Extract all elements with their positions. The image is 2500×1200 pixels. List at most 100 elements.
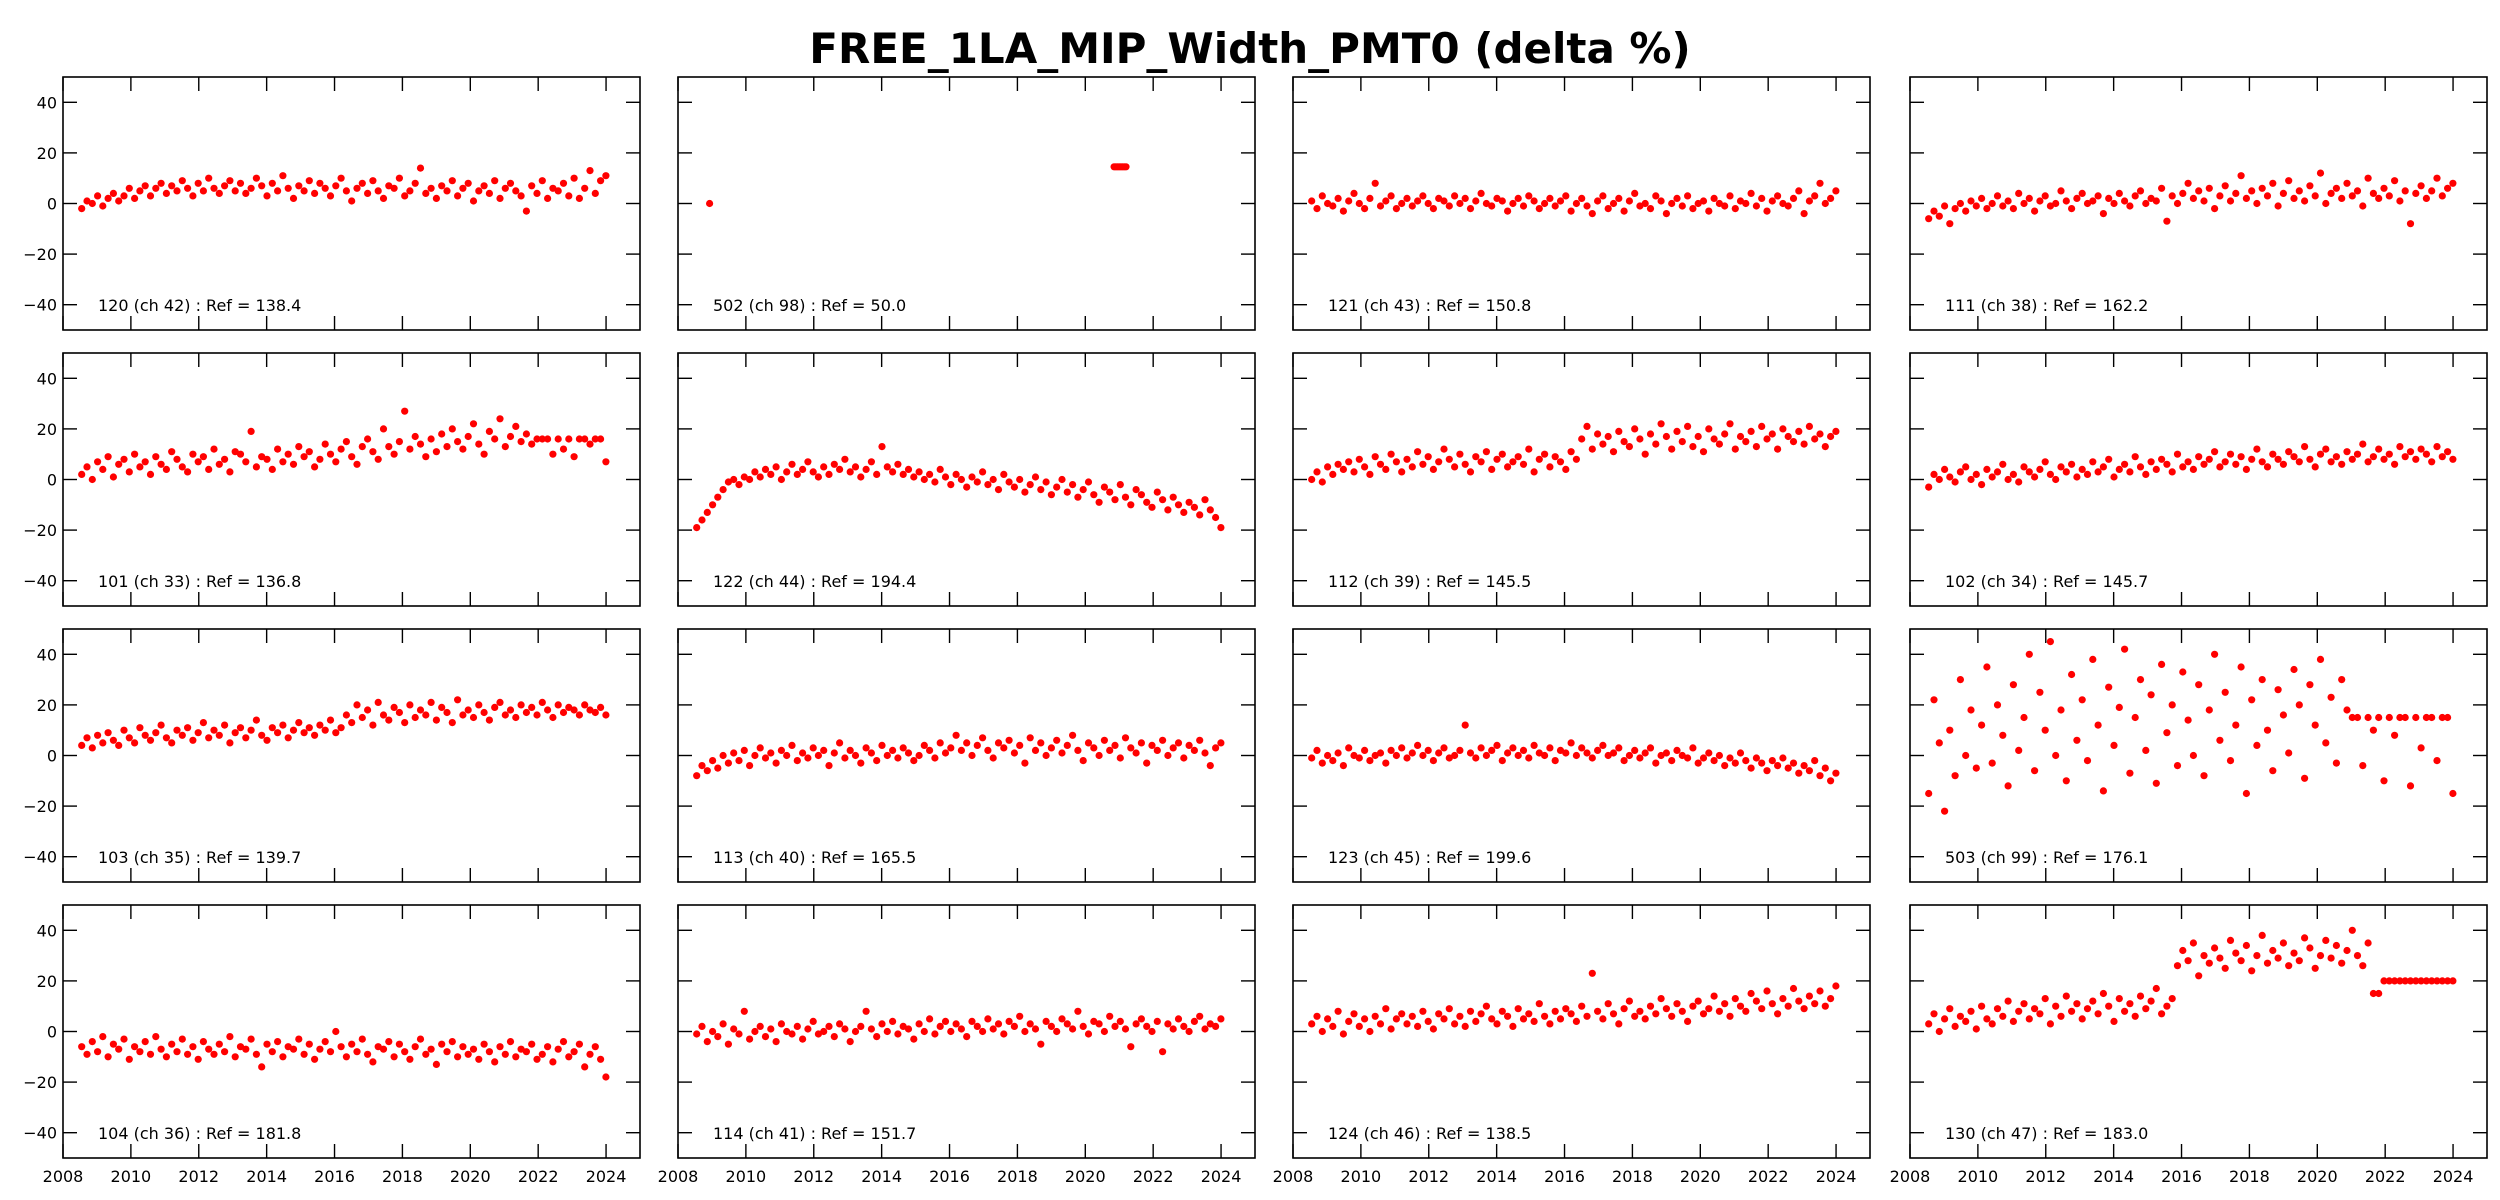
data-point: [411, 713, 419, 722]
data-point: [1329, 1022, 1337, 1030]
data-point: [316, 179, 324, 187]
data-point: [1956, 676, 1964, 684]
data-point: [1106, 1012, 1114, 1020]
data-point: [1925, 215, 1933, 223]
data-point: [602, 172, 610, 180]
data-point: [1132, 486, 1140, 494]
data-point: [1084, 1030, 1093, 1038]
data-point: [1016, 475, 1024, 484]
data-point: [247, 726, 255, 734]
data-point: [1789, 984, 1798, 993]
data-point: [2163, 217, 2171, 225]
data-point: [2136, 676, 2145, 684]
data-point: [184, 184, 192, 192]
data-point: [2078, 465, 2086, 473]
data-point: [459, 711, 467, 719]
data-point: [1329, 202, 1337, 210]
data-point: [1726, 192, 1734, 200]
data-point: [274, 187, 282, 195]
data-point: [1625, 751, 1633, 760]
data-point: [788, 741, 796, 750]
data-point: [1930, 207, 1938, 215]
data-point: [1398, 1010, 1406, 1018]
data-point: [1180, 1022, 1188, 1030]
data-point: [570, 453, 578, 461]
data-point: [268, 179, 276, 187]
data-point: [1037, 739, 1045, 747]
data-point: [178, 1035, 186, 1043]
x-tick-label: 2016: [2161, 1167, 2202, 1186]
data-point: [2311, 721, 2319, 729]
data-point: [1217, 524, 1225, 532]
data-point: [2089, 655, 2097, 664]
panel: 122 (ch 44) : Ref = 194.4: [677, 352, 1256, 607]
data-point: [395, 1040, 403, 1048]
data-point: [1026, 481, 1034, 489]
data-point: [746, 1035, 754, 1043]
data-point: [1562, 192, 1570, 200]
data-point: [1514, 751, 1522, 760]
data-point: [2115, 465, 2123, 473]
data-point: [1941, 1015, 1949, 1023]
data-point: [570, 706, 578, 714]
data-point: [305, 448, 313, 456]
data-point: [2009, 681, 2017, 689]
data-point: [2211, 205, 2219, 213]
data-point: [2391, 977, 2399, 985]
data-point: [772, 1038, 780, 1046]
data-point: [194, 179, 202, 187]
data-point: [1424, 746, 1432, 755]
data-point: [2422, 977, 2430, 985]
data-point: [1324, 1015, 1332, 1023]
panel-label: 502 (ch 98) : Ref = 50.0: [713, 296, 906, 315]
data-point: [1636, 1007, 1644, 1015]
data-point: [443, 1048, 451, 1056]
data-point: [2406, 448, 2415, 456]
x-tick-label: 2022: [1748, 1167, 1789, 1186]
data-point: [2438, 713, 2446, 722]
data-point: [820, 746, 828, 755]
data-point: [1993, 192, 2002, 200]
x-tick-label: 2008: [1890, 1167, 1931, 1186]
data-point: [889, 468, 897, 476]
panel-label: 114 (ch 41) : Ref = 151.7: [713, 1124, 916, 1143]
data-point: [1999, 460, 2007, 468]
data-point: [1451, 192, 1459, 200]
data-point: [2179, 668, 2187, 676]
data-point: [199, 187, 207, 195]
panel-label: 102 (ch 34) : Ref = 145.7: [1945, 572, 2148, 591]
data-point: [2237, 172, 2245, 180]
data-point: [1978, 481, 1986, 489]
data-point: [2338, 460, 2346, 468]
data-point: [1941, 202, 1949, 210]
data-point: [1620, 438, 1628, 446]
data-point: [1652, 192, 1660, 200]
data-point: [411, 179, 419, 187]
data-point: [862, 1007, 870, 1015]
data-point: [2036, 197, 2044, 205]
data-point: [1042, 478, 1050, 486]
data-point: [263, 192, 271, 200]
x-tick-label: 2020: [1065, 1167, 1106, 1186]
data-point: [168, 448, 176, 456]
data-point: [904, 465, 913, 473]
data-point: [730, 1025, 738, 1033]
data-point: [342, 711, 350, 719]
data-point: [242, 734, 250, 742]
data-point: [1546, 463, 1554, 471]
data-point: [1355, 455, 1363, 463]
data-point: [1604, 205, 1612, 213]
data-point: [2083, 1005, 2092, 1013]
data-point: [427, 1045, 435, 1053]
data-point: [698, 1022, 706, 1030]
data-point: [2449, 789, 2457, 798]
data-point: [1827, 194, 1835, 202]
data-point: [1789, 194, 1798, 202]
data-point: [1832, 769, 1840, 777]
data-point: [1519, 746, 1528, 755]
data-point: [1361, 1015, 1369, 1023]
x-tick-label: 2018: [382, 1167, 423, 1186]
data-point: [2263, 192, 2272, 200]
data-point: [2248, 187, 2256, 195]
data-point: [263, 455, 271, 463]
